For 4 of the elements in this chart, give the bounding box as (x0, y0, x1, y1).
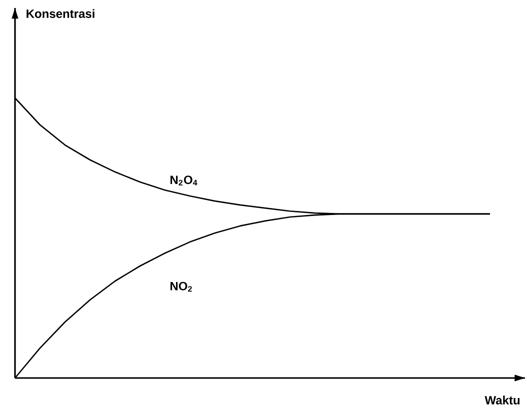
series-label: N$_{2}$O$_{4}$ (170, 176, 198, 186)
text: NO$_{2}$ (170, 282, 192, 292)
x-axis-title: Waktu (484, 396, 520, 404)
text: Konsentrasi (26, 9, 94, 18)
